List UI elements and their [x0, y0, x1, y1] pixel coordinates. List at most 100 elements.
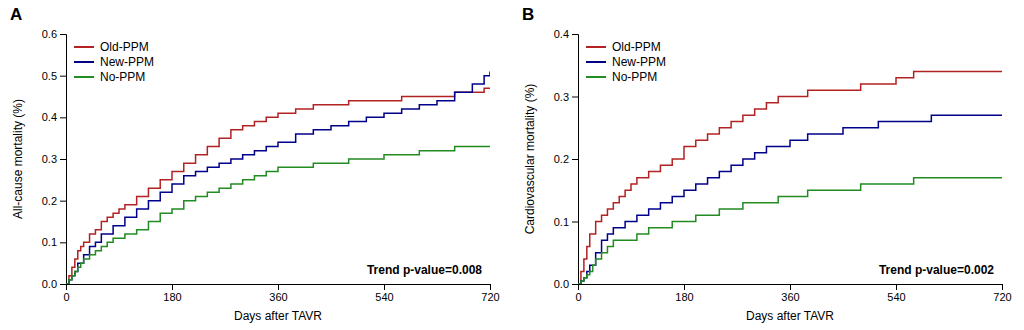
tick-label: 0.3: [42, 153, 57, 165]
tick-label: 0.6: [42, 28, 57, 40]
legend-label: Old-PPM: [100, 40, 149, 54]
legend-label: New-PPM: [612, 55, 666, 69]
tick-label: 0: [575, 291, 581, 303]
tick-label: 0.3: [554, 91, 569, 103]
legend-swatch: [586, 76, 606, 78]
tick-label: 540: [375, 291, 393, 303]
legend: Old-PPMNew-PPMNo-PPM: [74, 40, 154, 84]
tick-mark: [384, 284, 385, 290]
panel-title: B: [522, 5, 534, 24]
tick: 360: [781, 284, 799, 303]
tick: 0.0: [554, 278, 578, 290]
legend-swatch: [74, 61, 94, 63]
tick: 0.6: [42, 28, 66, 40]
tick-label: 0.1: [42, 236, 57, 248]
tick: 0.0: [42, 278, 66, 290]
tick-mark: [60, 117, 66, 118]
legend-item: Old-PPM: [74, 40, 149, 54]
tick-label: 540: [887, 291, 905, 303]
axis-line: [572, 35, 579, 285]
x-axis: 0 180 360 540 720: [63, 284, 499, 303]
tick-mark: [60, 284, 66, 285]
x-axis-title: Days after TAVR: [234, 309, 322, 323]
tick-label: 0.0: [42, 278, 57, 290]
tick-mark: [684, 284, 685, 290]
axis-line: [67, 285, 491, 291]
tick: 0.5: [42, 70, 66, 82]
tick-label: 360: [781, 291, 799, 303]
y-axis-title: Cardiovascular mortality (%): [523, 84, 537, 235]
panel: 0 180 360 540 720 0.0 0.1 0.2 0.3 0.4 0.5 0.6 Days a…: [10, 5, 500, 323]
legend-label: No-PPM: [100, 70, 145, 84]
tick-mark: [490, 284, 491, 290]
tick-mark: [790, 284, 791, 290]
tick-mark: [60, 34, 66, 35]
series-line: [66, 72, 490, 285]
tick-label: 0.5: [42, 70, 57, 82]
tick-mark: [60, 201, 66, 202]
tick: 540: [887, 284, 905, 303]
tick: 180: [675, 284, 693, 303]
tick: 360: [269, 284, 287, 303]
tick: 0: [63, 284, 69, 303]
tick: 0: [575, 284, 581, 303]
tick-mark: [572, 34, 578, 35]
legend: Old-PPMNew-PPMNo-PPM: [586, 40, 666, 84]
tick-label: 0.4: [554, 28, 569, 40]
tick-mark: [896, 284, 897, 290]
tick-mark: [60, 242, 66, 243]
y-axis: 0.0 0.1 0.2 0.3 0.4 0.5 0.6: [42, 28, 67, 290]
plot-area: [66, 72, 490, 285]
tick-label: 0.4: [42, 111, 57, 123]
legend-item: Old-PPM: [586, 40, 661, 54]
tick-label: 720: [481, 291, 499, 303]
tick: 0.2: [554, 153, 578, 165]
chart: 0 180 360 540 720 0.0 0.1 0.2 0.3 0.4 0.5 0.6 Days a…: [0, 0, 1024, 330]
tick-label: 0.0: [554, 278, 569, 290]
legend-item: No-PPM: [586, 70, 657, 84]
tick-label: 0.2: [42, 195, 57, 207]
tick: 0.4: [554, 28, 578, 40]
x-axis-title: Days after TAVR: [746, 309, 834, 323]
tick-mark: [60, 159, 66, 160]
tick-label: 0: [63, 291, 69, 303]
tick-label: 360: [269, 291, 287, 303]
tick-mark: [60, 76, 66, 77]
tick-mark: [1002, 284, 1003, 290]
tick-mark: [572, 284, 578, 285]
legend-item: No-PPM: [74, 70, 145, 84]
legend-label: New-PPM: [100, 55, 154, 69]
legend-swatch: [586, 46, 606, 48]
legend-label: Old-PPM: [612, 40, 661, 54]
y-axis: 0.0 0.1 0.2 0.3 0.4: [554, 28, 579, 290]
tick: 720: [481, 284, 499, 303]
legend-swatch: [74, 46, 94, 48]
tick-label: 0.2: [554, 153, 569, 165]
tick-mark: [572, 97, 578, 98]
tick: 720: [993, 284, 1011, 303]
x-axis: 0 180 360 540 720: [575, 284, 1011, 303]
legend-item: New-PPM: [586, 55, 666, 69]
axis-line: [579, 285, 1003, 291]
legend-swatch: [74, 76, 94, 78]
tick: 540: [375, 284, 393, 303]
legend-swatch: [586, 61, 606, 63]
tick-label: 720: [993, 291, 1011, 303]
panel: 0 180 360 540 720 0.0 0.1 0.2 0.3 0.4 Days after T…: [522, 5, 1012, 323]
tick-label: 180: [675, 291, 693, 303]
series-line: [578, 115, 1002, 284]
y-axis-title: All-cause mortality (%): [11, 99, 25, 219]
tick: 0.3: [554, 91, 578, 103]
annotation: Trend p-value=0.002: [879, 263, 994, 277]
legend-item: New-PPM: [74, 55, 154, 69]
tick: 0.1: [42, 236, 66, 248]
tick-label: 0.1: [554, 216, 569, 228]
tick: 0.3: [42, 153, 66, 165]
plot-area: [578, 72, 1002, 285]
tick-mark: [572, 222, 578, 223]
annotation: Trend p-value=0.008: [367, 263, 482, 277]
legend-label: No-PPM: [612, 70, 657, 84]
tick-label: 180: [163, 291, 181, 303]
series-line: [66, 88, 490, 284]
tick-mark: [278, 284, 279, 290]
